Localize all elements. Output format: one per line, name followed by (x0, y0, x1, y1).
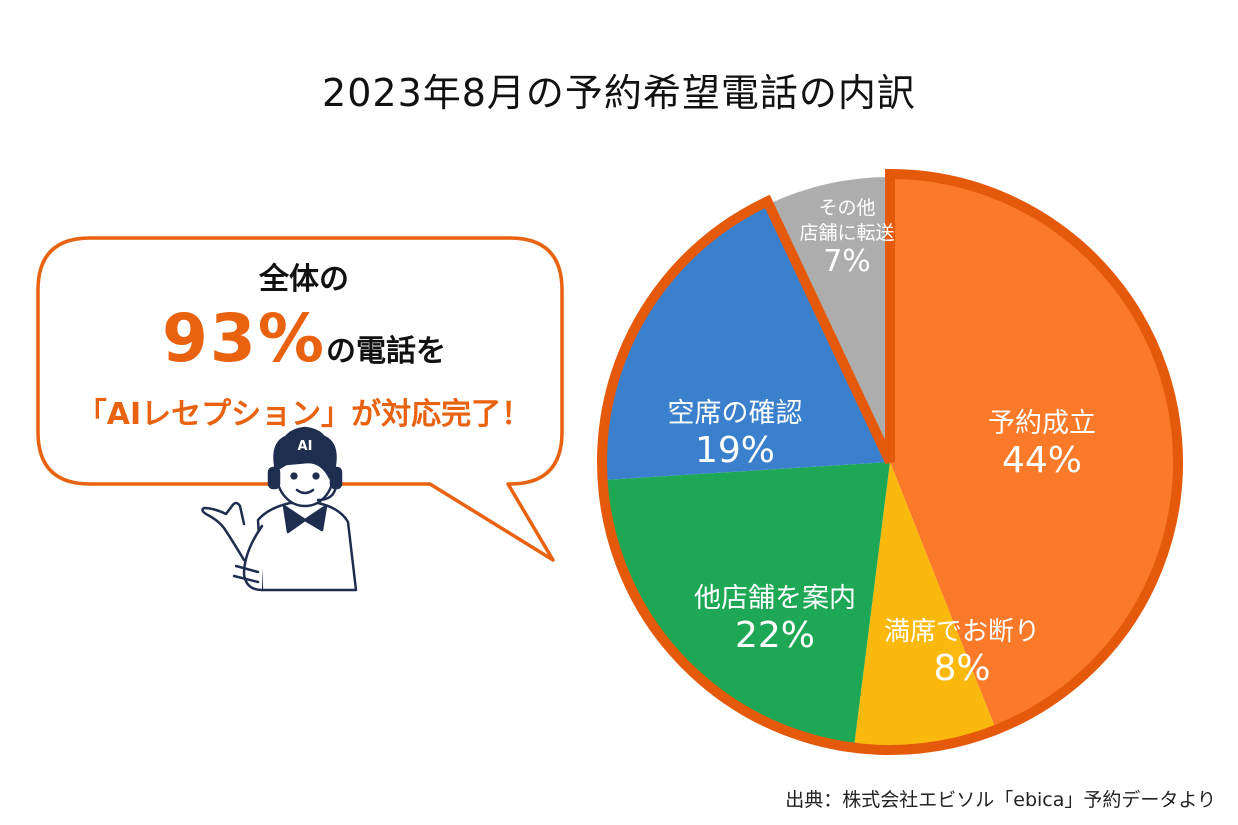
raised-arm (242, 524, 264, 592)
slice-label-2: 満席でお断り (884, 617, 1040, 647)
smile (295, 488, 315, 495)
pie-slice-4 (605, 204, 890, 480)
cap (278, 426, 332, 454)
callout-big-value: 93% (162, 300, 326, 377)
slice-value-2: 8% (933, 648, 990, 689)
slice-value-4: 19% (695, 430, 775, 471)
headset-left (267, 466, 281, 490)
callout-line3: 「AIレセプション」が対応完了！ (76, 397, 532, 432)
slice-label-3: 他店舗を案内 (694, 583, 856, 614)
slice-label-4: 空席の確認 (668, 398, 803, 429)
pie-slice-1 (890, 177, 1176, 727)
scarf (282, 504, 328, 534)
slice-value-5: 7% (823, 244, 871, 279)
chart-title: 2023年8月の予約希望電話の内訳 (322, 71, 916, 115)
source-note: 出典：株式会社エビソル「ebica」予約データより (785, 789, 1216, 811)
slice-value-3: 22% (735, 615, 815, 656)
pie-slice-2 (854, 462, 995, 747)
slice-label-1: 予約成立 (988, 408, 1096, 439)
hand (201, 501, 246, 562)
slice-label-5-line2: 店舗に転送 (799, 222, 894, 244)
speech-bubble-outline (36, 236, 564, 562)
headset-mic (316, 484, 338, 502)
callout-text: 全体の 93%の電話を 「AIレセプション」が対応完了！ (36, 262, 572, 435)
pie-slice-3 (605, 462, 890, 745)
callout-line1: 全体の (259, 262, 349, 297)
slice-value-1: 44% (1002, 440, 1082, 481)
slice-label-5-line1: その他 (818, 197, 875, 219)
highlight-outline (597, 168, 1183, 755)
left-eye (290, 472, 298, 480)
receptionist-illustration: AI (201, 426, 358, 592)
speech-bubble (36, 236, 564, 562)
callout-line2: 93%の電話を (36, 300, 572, 395)
sleeve-stripes (232, 564, 260, 584)
callout-line2-rest: の電話を (325, 334, 446, 369)
right-eye (312, 472, 320, 480)
cap-logo-text: AI (298, 439, 313, 454)
